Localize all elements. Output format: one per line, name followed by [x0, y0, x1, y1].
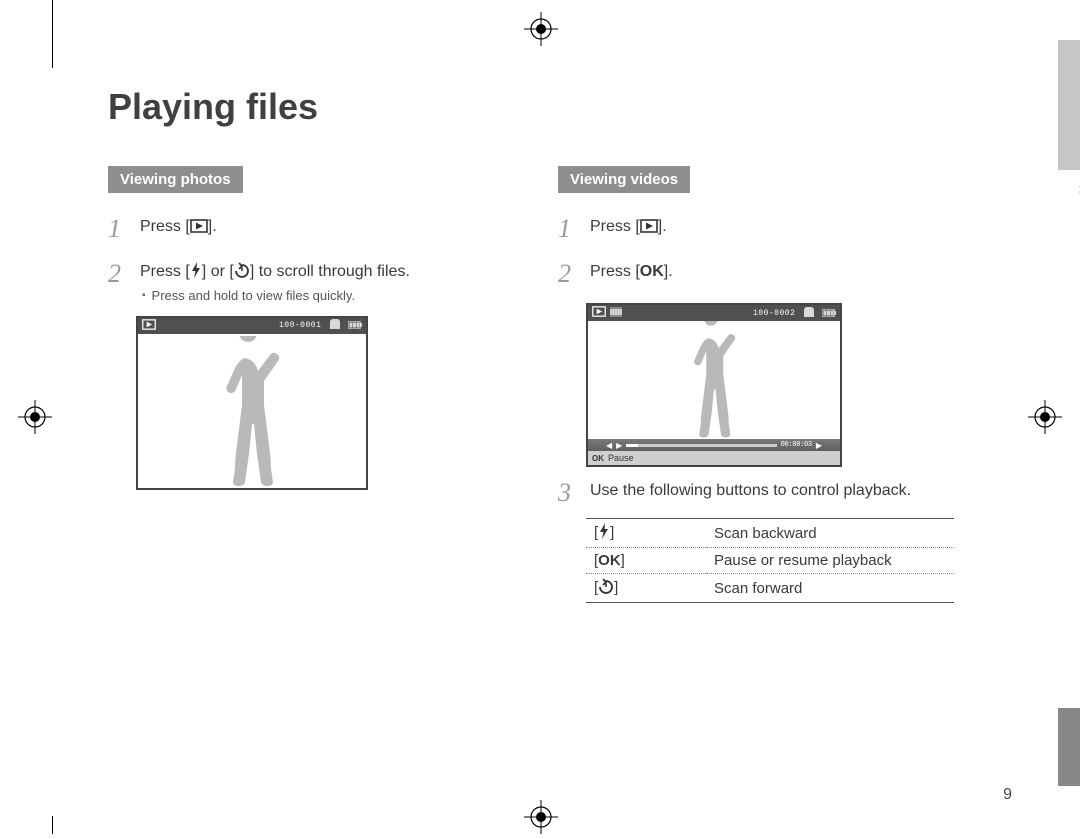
left-column: Viewing photos 1 Press []. 2 Press [ ] or… — [108, 166, 508, 603]
rew-icon: ◀ — [606, 441, 612, 450]
playback-icon — [190, 217, 208, 241]
step-text-part: Press [ — [140, 263, 190, 280]
step-text: Use the following buttons to control pla… — [590, 473, 911, 503]
step-number: 2 — [558, 254, 580, 293]
photo-screenshot: 100-0001 — [136, 316, 368, 490]
screenshot-topbar: 100-0001 — [138, 318, 366, 334]
screenshot-topbar: 100-0002 — [588, 305, 840, 321]
step-text-part: ] or [ — [202, 263, 234, 280]
play-icon: ▶ — [616, 441, 622, 450]
crop-mark — [52, 0, 53, 68]
section-heading-videos: Viewing videos — [558, 166, 690, 193]
photos-step-2: 2 Press [ ] or [ ] to scroll through files… — [108, 254, 508, 306]
flash-icon — [598, 523, 610, 543]
step-text-part: Press [ — [140, 218, 190, 235]
video-screenshot: 100-0002 ◀ ▶ 00:00:03 — [586, 303, 842, 467]
table-row: [] Scan forward — [586, 574, 954, 603]
step-text-part: Press [ — [590, 263, 640, 280]
file-counter: 100-0002 — [753, 309, 795, 318]
columns: Viewing photos 1 Press []. 2 Press [ ] or… — [108, 166, 988, 603]
flash-icon — [190, 262, 202, 286]
playback-icon — [592, 306, 606, 320]
videos-step-1: 1 Press []. — [558, 209, 958, 248]
sd-icon — [330, 319, 340, 332]
ok-label: OK — [592, 454, 604, 463]
sd-icon — [804, 307, 814, 320]
table-row: [OK] Pause or resume playback — [586, 548, 954, 574]
movie-icon — [610, 307, 622, 320]
playback-icon — [640, 217, 658, 241]
page-title: Playing files — [108, 86, 988, 128]
registration-mark — [1028, 400, 1062, 434]
control-desc: Scan backward — [706, 519, 954, 548]
person-silhouette — [202, 336, 302, 488]
page-content: Playing files Viewing photos 1 Press [].… — [108, 86, 988, 776]
control-desc: Scan forward — [706, 574, 954, 603]
step-text: Press []. — [140, 209, 217, 241]
step-text-part: Press [ — [590, 218, 640, 235]
step-text: Press [OK]. — [590, 254, 673, 284]
step-number: 1 — [558, 209, 580, 248]
step-text-part: ]. — [658, 218, 667, 235]
step-text: Press []. — [590, 209, 667, 241]
thumb-tab-bottom — [1058, 708, 1080, 786]
ok-icon: OK — [598, 552, 621, 569]
registration-mark — [18, 400, 52, 434]
pause-label: Pause — [608, 453, 634, 463]
controls-table: [] Scan backward [OK] Pause or resume pl… — [586, 518, 954, 603]
registration-mark — [524, 12, 558, 46]
progress-track — [626, 444, 776, 447]
playback-icon — [142, 319, 156, 333]
screenshot-body — [138, 334, 366, 488]
table-row: [] Scan backward — [586, 519, 954, 548]
screenshot-body — [588, 321, 840, 439]
photos-step-1: 1 Press []. — [108, 209, 508, 248]
step-text-part: ]. — [208, 218, 217, 235]
crop-mark — [52, 816, 53, 834]
timer-icon — [598, 578, 614, 598]
videos-step-2: 2 Press [OK]. — [558, 254, 958, 293]
video-ok-bar: OK Pause — [588, 451, 840, 465]
ok-icon: OK — [640, 263, 664, 280]
sub-bullet-text: Press and hold to view files quickly. — [152, 286, 356, 306]
control-key: [] — [586, 519, 706, 548]
page-number: 9 — [1003, 786, 1012, 804]
video-progress-bar: ◀ ▶ 00:00:03 ▶ — [588, 439, 840, 451]
control-key: [] — [586, 574, 706, 603]
step-text-part: ]. — [664, 263, 673, 280]
person-silhouette — [675, 321, 753, 439]
battery-icon — [348, 321, 362, 332]
step-number: 2 — [108, 254, 130, 293]
step-text-part: ] to scroll through files. — [250, 263, 410, 280]
battery-icon — [822, 309, 836, 320]
timer-icon — [234, 262, 250, 286]
videos-step-3: 3 Use the following buttons to control p… — [558, 473, 958, 512]
ff-icon: ▶ — [816, 441, 822, 450]
thumb-tab-top — [1058, 40, 1080, 170]
control-key: [OK] — [586, 548, 706, 574]
registration-mark — [524, 800, 558, 834]
step-text: Press [] or [] to scroll through files. … — [140, 254, 410, 306]
file-counter: 100-0001 — [279, 321, 321, 330]
section-heading-photos: Viewing photos — [108, 166, 243, 193]
step-sub-bullet: Press and hold to view files quickly. — [140, 286, 410, 306]
elapsed-time: 00:00:03 — [781, 441, 812, 449]
step-number: 1 — [108, 209, 130, 248]
right-column: Viewing videos 1 Press []. 2 Press [OK]. — [558, 166, 958, 603]
control-desc: Pause or resume playback — [706, 548, 954, 574]
step-number: 3 — [558, 473, 580, 512]
